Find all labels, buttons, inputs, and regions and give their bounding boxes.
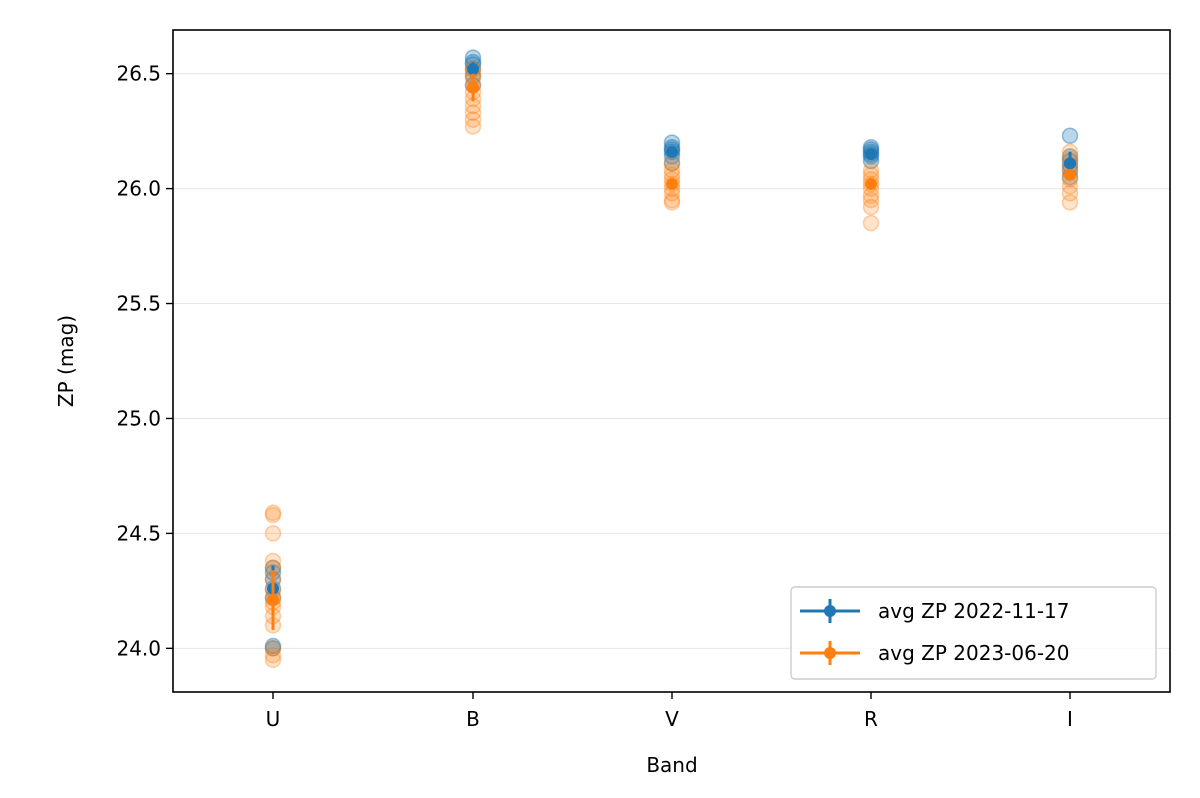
x-axis-label: Band xyxy=(646,753,697,777)
measurement-point xyxy=(1061,194,1079,211)
measurement-point xyxy=(264,525,282,542)
y-tick-label: 24.5 xyxy=(116,521,161,545)
measurement-point xyxy=(1061,127,1079,144)
measurement-point xyxy=(464,104,482,121)
axis-ticks: 24.0 24.5 25.0 25.5 26.0 26.5 U B V R I xyxy=(116,62,1072,731)
measurement-point xyxy=(862,191,880,209)
measurement-point xyxy=(264,640,282,657)
legend-marker-2022 xyxy=(824,605,836,617)
y-tick-label: 24.0 xyxy=(116,636,161,660)
measurement-point xyxy=(264,651,282,669)
measurement-point xyxy=(663,161,681,179)
measurement-point xyxy=(862,214,880,232)
legend-entry-2022: avg ZP 2022-11-17 xyxy=(800,599,1070,623)
measurement-point xyxy=(663,155,681,172)
avg-marker xyxy=(1064,168,1076,181)
y-tick-label: 26.5 xyxy=(116,62,161,86)
x-tick-label: U xyxy=(266,707,281,731)
grid-lines xyxy=(173,73,1170,649)
legend-label-2022: avg ZP 2022-11-17 xyxy=(878,599,1070,623)
avg-marker xyxy=(666,145,678,158)
x-tick-label: R xyxy=(864,707,878,731)
legend-box xyxy=(790,586,1157,680)
legend-marker-2023 xyxy=(824,647,836,659)
measurement-point xyxy=(264,646,282,664)
avg-marker xyxy=(865,148,877,161)
measurement-point xyxy=(862,198,880,216)
y-tick-label: 25.5 xyxy=(116,292,161,316)
legend-label-2023: avg ZP 2023-06-20 xyxy=(878,641,1070,665)
y-tick-label: 25.0 xyxy=(116,406,161,430)
avg-marker xyxy=(1064,157,1076,170)
y-axis-label: ZP (mag) xyxy=(54,315,78,407)
x-tick-label: V xyxy=(665,707,679,731)
measurement-point xyxy=(663,194,681,211)
measurement-point xyxy=(464,111,482,128)
average-markers xyxy=(267,62,1076,630)
legend: avg ZP 2022-11-17 avg ZP 2023-06-20 xyxy=(790,586,1157,680)
legend-entry-2023: avg ZP 2023-06-20 xyxy=(800,641,1070,665)
measurement-point xyxy=(264,506,282,524)
avg-marker xyxy=(267,594,279,607)
y-tick-label: 26.0 xyxy=(116,177,161,201)
measurement-point xyxy=(464,118,482,135)
avg-marker xyxy=(467,81,479,94)
avg-marker xyxy=(666,178,678,191)
measurement-point xyxy=(264,637,282,655)
measurement-point xyxy=(1061,184,1079,202)
x-tick-label: B xyxy=(466,707,480,731)
measurement-point xyxy=(663,191,681,209)
x-tick-label: I xyxy=(1067,707,1073,731)
avg-marker xyxy=(865,178,877,191)
avg-marker xyxy=(467,63,479,76)
measurement-point xyxy=(862,161,880,179)
measurement-point xyxy=(264,640,282,657)
measurement-point xyxy=(264,504,282,521)
